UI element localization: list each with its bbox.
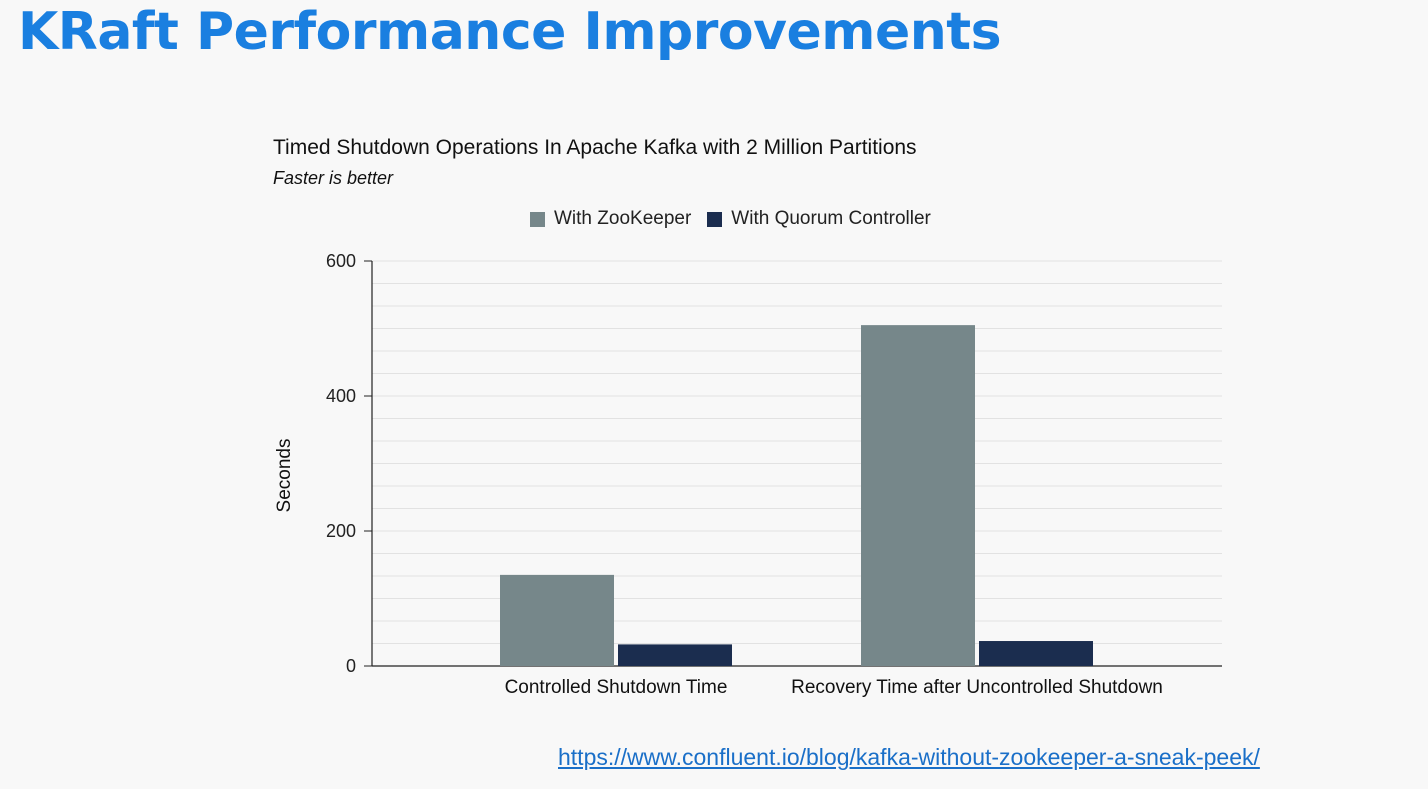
x-category-label: Controlled Shutdown Time <box>505 677 728 698</box>
bar-zookeeper-0 <box>500 574 614 666</box>
y-tick-label: 400 <box>326 386 356 406</box>
legend-label-quorum-controller: With Quorum Controller <box>731 208 931 229</box>
source-link[interactable]: https://www.confluent.io/blog/kafka-with… <box>558 744 1260 770</box>
y-axis-label: Seconds <box>274 439 295 513</box>
page-title: KRaft Performance Improvements <box>18 2 1002 62</box>
chart-subtitle: Faster is better <box>273 168 394 188</box>
x-category-label: Recovery Time after Uncontrolled Shutdow… <box>791 677 1163 698</box>
legend-item-quorum-controller: With Quorum Controller <box>707 208 931 230</box>
y-tick-label: 200 <box>326 521 356 541</box>
chart-title: Timed Shutdown Operations In Apache Kafk… <box>273 136 917 159</box>
bar-quorum-controller-1 <box>979 641 1093 666</box>
bar-quorum-controller-0 <box>618 644 732 666</box>
legend-swatch-quorum-controller <box>707 211 723 227</box>
y-tick-label: 0 <box>346 656 356 676</box>
y-tick-label: 600 <box>326 251 356 271</box>
chart-legend: With ZooKeeper With Quorum Controller <box>530 208 947 230</box>
bar-zookeeper-1 <box>861 325 975 666</box>
legend-label-zookeeper: With ZooKeeper <box>554 208 692 229</box>
legend-item-zookeeper: With ZooKeeper <box>530 208 691 230</box>
legend-swatch-zookeeper <box>530 211 545 227</box>
